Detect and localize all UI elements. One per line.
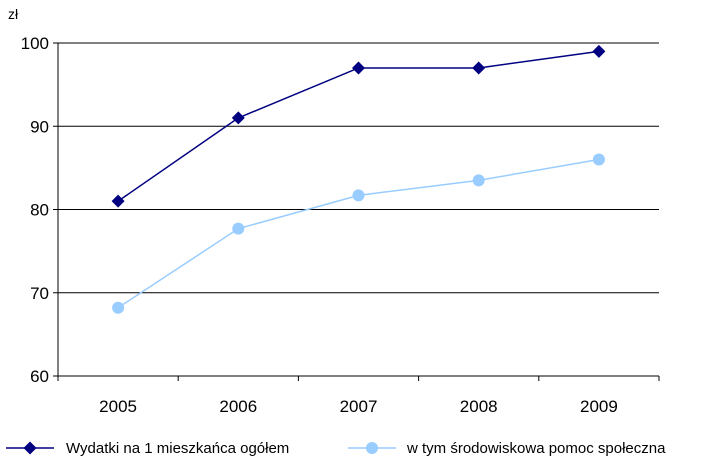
- data-point: [472, 61, 486, 75]
- series-line: [117, 158, 600, 309]
- y-tick-label: 80: [30, 201, 49, 220]
- data-point: [352, 189, 365, 202]
- x-tick-label: 2006: [219, 397, 257, 416]
- y-tick-label: 90: [30, 117, 49, 136]
- x-tick-label: 2009: [580, 397, 618, 416]
- y-tick-label: 60: [30, 367, 49, 386]
- legend-label: Wydatki na 1 mieszkańca ogółem: [66, 440, 289, 456]
- x-tick-label: 2007: [340, 397, 378, 416]
- data-point: [231, 111, 245, 125]
- legend-marker: [23, 441, 37, 455]
- series-1: [111, 44, 606, 208]
- data-point: [472, 174, 485, 187]
- gridlines: [58, 42, 659, 294]
- x-tick-labels: 2005 2006 2007 2008 2009: [99, 397, 618, 416]
- data-point: [352, 61, 365, 75]
- y-tick-labels: 60 70 80 90 100: [21, 34, 49, 386]
- legend-item-1: Wydatki na 1 mieszkańca ogółem: [6, 440, 289, 456]
- series-2: [112, 153, 605, 314]
- legend: Wydatki na 1 mieszkańca ogółem w tym środ…: [6, 440, 666, 456]
- axes: [53, 42, 660, 381]
- y-axis-unit-label: zł: [8, 6, 19, 22]
- series-layer: [111, 44, 606, 314]
- data-point: [592, 44, 606, 58]
- data-point: [232, 222, 245, 235]
- y-tick-label: 70: [30, 284, 49, 303]
- data-point: [111, 194, 125, 208]
- data-point: [112, 301, 125, 314]
- legend-label: w tym środowiskowa pomoc społeczna: [406, 440, 666, 456]
- legend-marker: [366, 442, 378, 454]
- x-tick-label: 2005: [99, 397, 137, 416]
- y-tick-label: 100: [21, 34, 49, 53]
- x-tick-label: 2008: [460, 397, 498, 416]
- data-point: [592, 153, 605, 166]
- legend-item-2: w tym środowiskowa pomoc społeczna: [348, 440, 666, 456]
